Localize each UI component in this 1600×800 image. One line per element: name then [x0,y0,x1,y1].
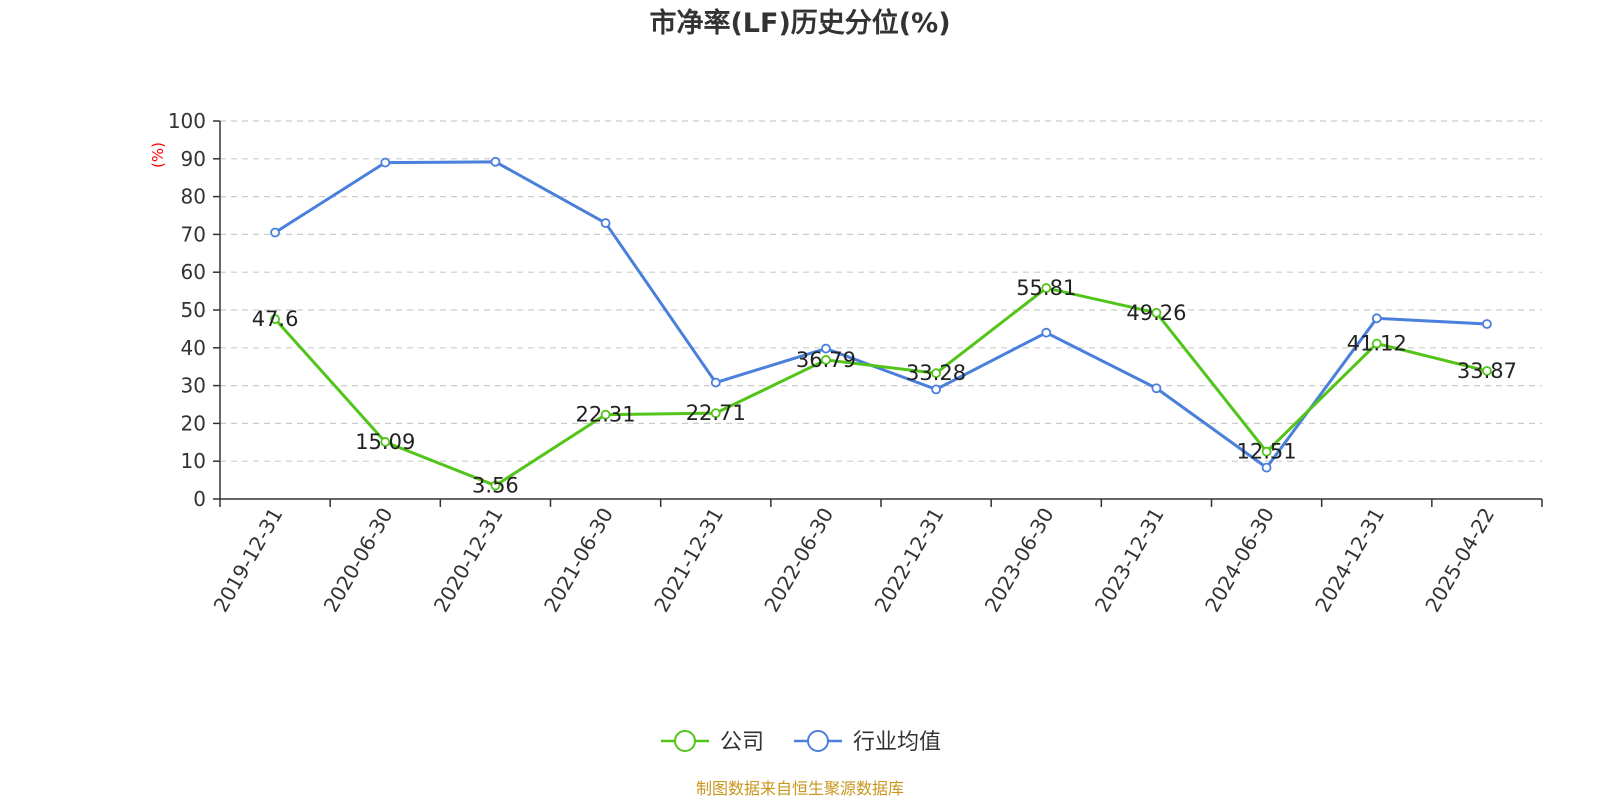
x-tick-label: 2022-12-31 [870,504,949,617]
data-point [1041,327,1052,338]
y-tick-label: 100 [168,109,206,133]
data-label: 33.87 [1457,359,1517,383]
x-tick-label: 2024-12-31 [1310,504,1389,617]
series-line [274,160,1487,470]
legend-label: 公司 [720,730,764,755]
data-label: 12.51 [1237,440,1297,464]
y-tick-label: 90 [181,147,206,171]
data-point [1482,366,1492,376]
x-tick-label: 2024-06-30 [1200,504,1279,617]
legend-item-company[interactable]: 公司 [661,730,764,755]
data-label: 33.28 [906,361,966,385]
y-axis-label: (%) [149,142,167,168]
y-tick-label: 20 [181,411,206,435]
y-tick-label: 80 [181,185,206,209]
x-tick-label: 2023-06-30 [980,504,1059,617]
data-label: 49.26 [1126,301,1186,325]
data-point [931,384,941,395]
x-tick-label: 2021-06-30 [539,504,618,617]
x-tick-label: 2021-12-31 [649,504,728,617]
source-note: 制图数据来自恒生聚源数据库 [696,779,904,798]
data-point [821,343,831,354]
data-point [600,218,611,228]
data-point [1371,313,1382,324]
legend-label: 行业均值 [853,730,941,755]
data-label: 36.79 [796,348,856,372]
data-point [270,227,280,238]
data-point [1261,462,1272,473]
data-label: 22.31 [576,403,636,427]
data-point [1151,307,1162,318]
data-point [821,355,831,365]
y-tick-label: 40 [181,336,206,360]
y-tick-label: 60 [181,260,206,284]
y-tick-label: 10 [181,449,206,473]
x-tick-label: 2022-06-30 [759,504,838,617]
data-point [710,377,721,388]
data-label: 3.56 [472,474,519,498]
grid-lines [220,120,1542,462]
x-tick-label: 2025-04-22 [1420,504,1499,617]
data-point [1041,283,1052,293]
data-point [600,409,611,420]
data-point [380,157,391,168]
chart-title: 市净率(LF)历史分位(%) [649,7,950,39]
y-tick-label: 30 [181,374,206,398]
legend[interactable]: 公司 行业均值 [661,730,941,755]
series-line [273,286,1488,488]
data-point [1371,338,1382,349]
legend-item-industry-average[interactable]: 行业均值 [794,730,941,755]
data-point [1482,319,1492,329]
data-label: 22.71 [686,401,746,425]
data-point [270,314,280,324]
series-industry-average [270,156,1492,473]
data-labels: 47.6 15.09 3.56 22.31 22.71 36.79 33.28 55.81 49… [252,276,1517,498]
x-tick-label: 2023-12-31 [1090,504,1169,617]
data-point [380,437,391,447]
x-tick-label: 2020-12-31 [429,504,508,617]
x-tick-label: 2020-06-30 [319,504,398,617]
data-label: 55.81 [1016,276,1076,300]
data-point [1261,446,1272,457]
y-tick-label: 70 [181,222,206,246]
data-label: 41.12 [1347,332,1407,356]
data-point [1151,383,1162,394]
legend-marker [674,730,696,752]
series-layer [270,156,1492,491]
data-point [710,408,721,419]
data-label: 47.6 [252,307,299,331]
data-point [490,480,501,491]
data-label: 15.09 [355,430,415,454]
data-point [490,156,501,167]
y-tick-label: 50 [181,298,206,322]
series-company [270,283,1492,491]
y-tick-label: 0 [193,487,206,511]
data-point [931,368,941,379]
legend-marker [807,730,829,752]
x-tick-label: 2019-12-31 [209,504,288,617]
